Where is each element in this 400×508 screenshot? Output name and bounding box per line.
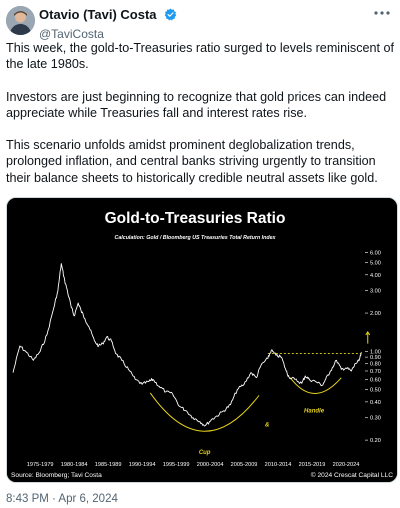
x-tick-label: 1975-1979 bbox=[27, 462, 54, 468]
more-horizontal-icon[interactable] bbox=[372, 6, 392, 22]
chart-subtitle: Calculation: Gold / Bloomberg US Treasur… bbox=[115, 235, 277, 241]
x-tick-label: 1980-1984 bbox=[61, 462, 88, 468]
x-tick-label: 1990-1994 bbox=[129, 462, 156, 468]
x-tick-label: 2000-2004 bbox=[197, 462, 224, 468]
y-tick-label: 0.90 bbox=[370, 355, 381, 361]
y-tick-label: 6.00 bbox=[370, 250, 381, 256]
tweet-paragraph: This week, the gold-to-Treasuries ratio … bbox=[6, 41, 395, 72]
annotation-label: Cup bbox=[199, 450, 211, 456]
tweet-paragraph: Investors are just beginning to recogniz… bbox=[6, 89, 387, 120]
x-tick-label: 1995-1999 bbox=[163, 462, 190, 468]
tweet-paragraph: This scenario unfolds amidst prominent d… bbox=[6, 138, 378, 185]
x-tick-label: 2015-2019 bbox=[299, 462, 326, 468]
y-tick-label: 0.50 bbox=[370, 388, 381, 394]
y-tick-label: 5.00 bbox=[370, 260, 381, 266]
cup-arc bbox=[149, 392, 260, 432]
avatar[interactable] bbox=[6, 6, 35, 35]
chart-svg: Gold-to-Treasuries Ratio Calculation: Go… bbox=[7, 198, 397, 482]
tweet-header: Otavio (Tavi) Costa @TaviCosta bbox=[6, 4, 394, 44]
y-tick-label: 0.20 bbox=[370, 438, 381, 444]
x-axis: 1975-1979 1980-1984 1985-1989 1990-1994 1995… bbox=[27, 462, 360, 468]
y-tick-label: 0.60 bbox=[370, 377, 381, 383]
chart-copyright: © 2024 Crescat Capital LLC bbox=[311, 471, 393, 479]
y-tick-label: 2.00 bbox=[370, 311, 381, 317]
tweet-text: This week, the gold-to-Treasuries ratio … bbox=[6, 40, 394, 202]
series-line bbox=[12, 263, 362, 427]
author-names: Otavio (Tavi) Costa @TaviCosta bbox=[39, 6, 177, 42]
y-tick-label: 0.70 bbox=[370, 369, 381, 375]
y-tick-label: 0.30 bbox=[370, 416, 381, 422]
y-tick-label: 1.00 bbox=[370, 349, 381, 355]
verified-badge-icon bbox=[164, 8, 177, 26]
annotation-label: & bbox=[265, 423, 269, 429]
plot-area: Cup Handle & bbox=[12, 263, 371, 456]
handle-arc bbox=[289, 377, 342, 394]
y-tick-label: 3.00 bbox=[370, 289, 381, 295]
chart-title: Gold-to-Treasuries Ratio bbox=[105, 210, 286, 227]
avatar-image bbox=[6, 6, 35, 35]
tweet-media-chart[interactable]: Gold-to-Treasuries Ratio Calculation: Go… bbox=[6, 197, 398, 483]
x-tick-label: 2005-2009 bbox=[231, 462, 258, 468]
tweet-timestamp[interactable]: 8:43 PM · Apr 6, 2024 bbox=[6, 493, 118, 505]
author-handle[interactable]: @TaviCosta bbox=[39, 27, 104, 41]
author-display-name[interactable]: Otavio (Tavi) Costa bbox=[39, 7, 157, 22]
chart-source: Source: Bloomberg; Tavi Costa bbox=[11, 472, 102, 479]
x-tick-label: 1985-1989 bbox=[95, 462, 122, 468]
x-tick-label: 2010-2014 bbox=[265, 462, 292, 468]
y-axis: 6.00 5.00 4.00 3.00 2.00 1.000.900.800.70 0.60… bbox=[365, 250, 381, 444]
annotation-label: Handle bbox=[304, 408, 325, 414]
x-tick-label: 2020-2024 bbox=[333, 462, 360, 468]
y-tick-label: 0.40 bbox=[370, 400, 381, 406]
y-tick-label: 4.00 bbox=[370, 273, 381, 279]
arrow-head bbox=[365, 331, 371, 336]
y-tick-label: 0.80 bbox=[370, 362, 381, 368]
